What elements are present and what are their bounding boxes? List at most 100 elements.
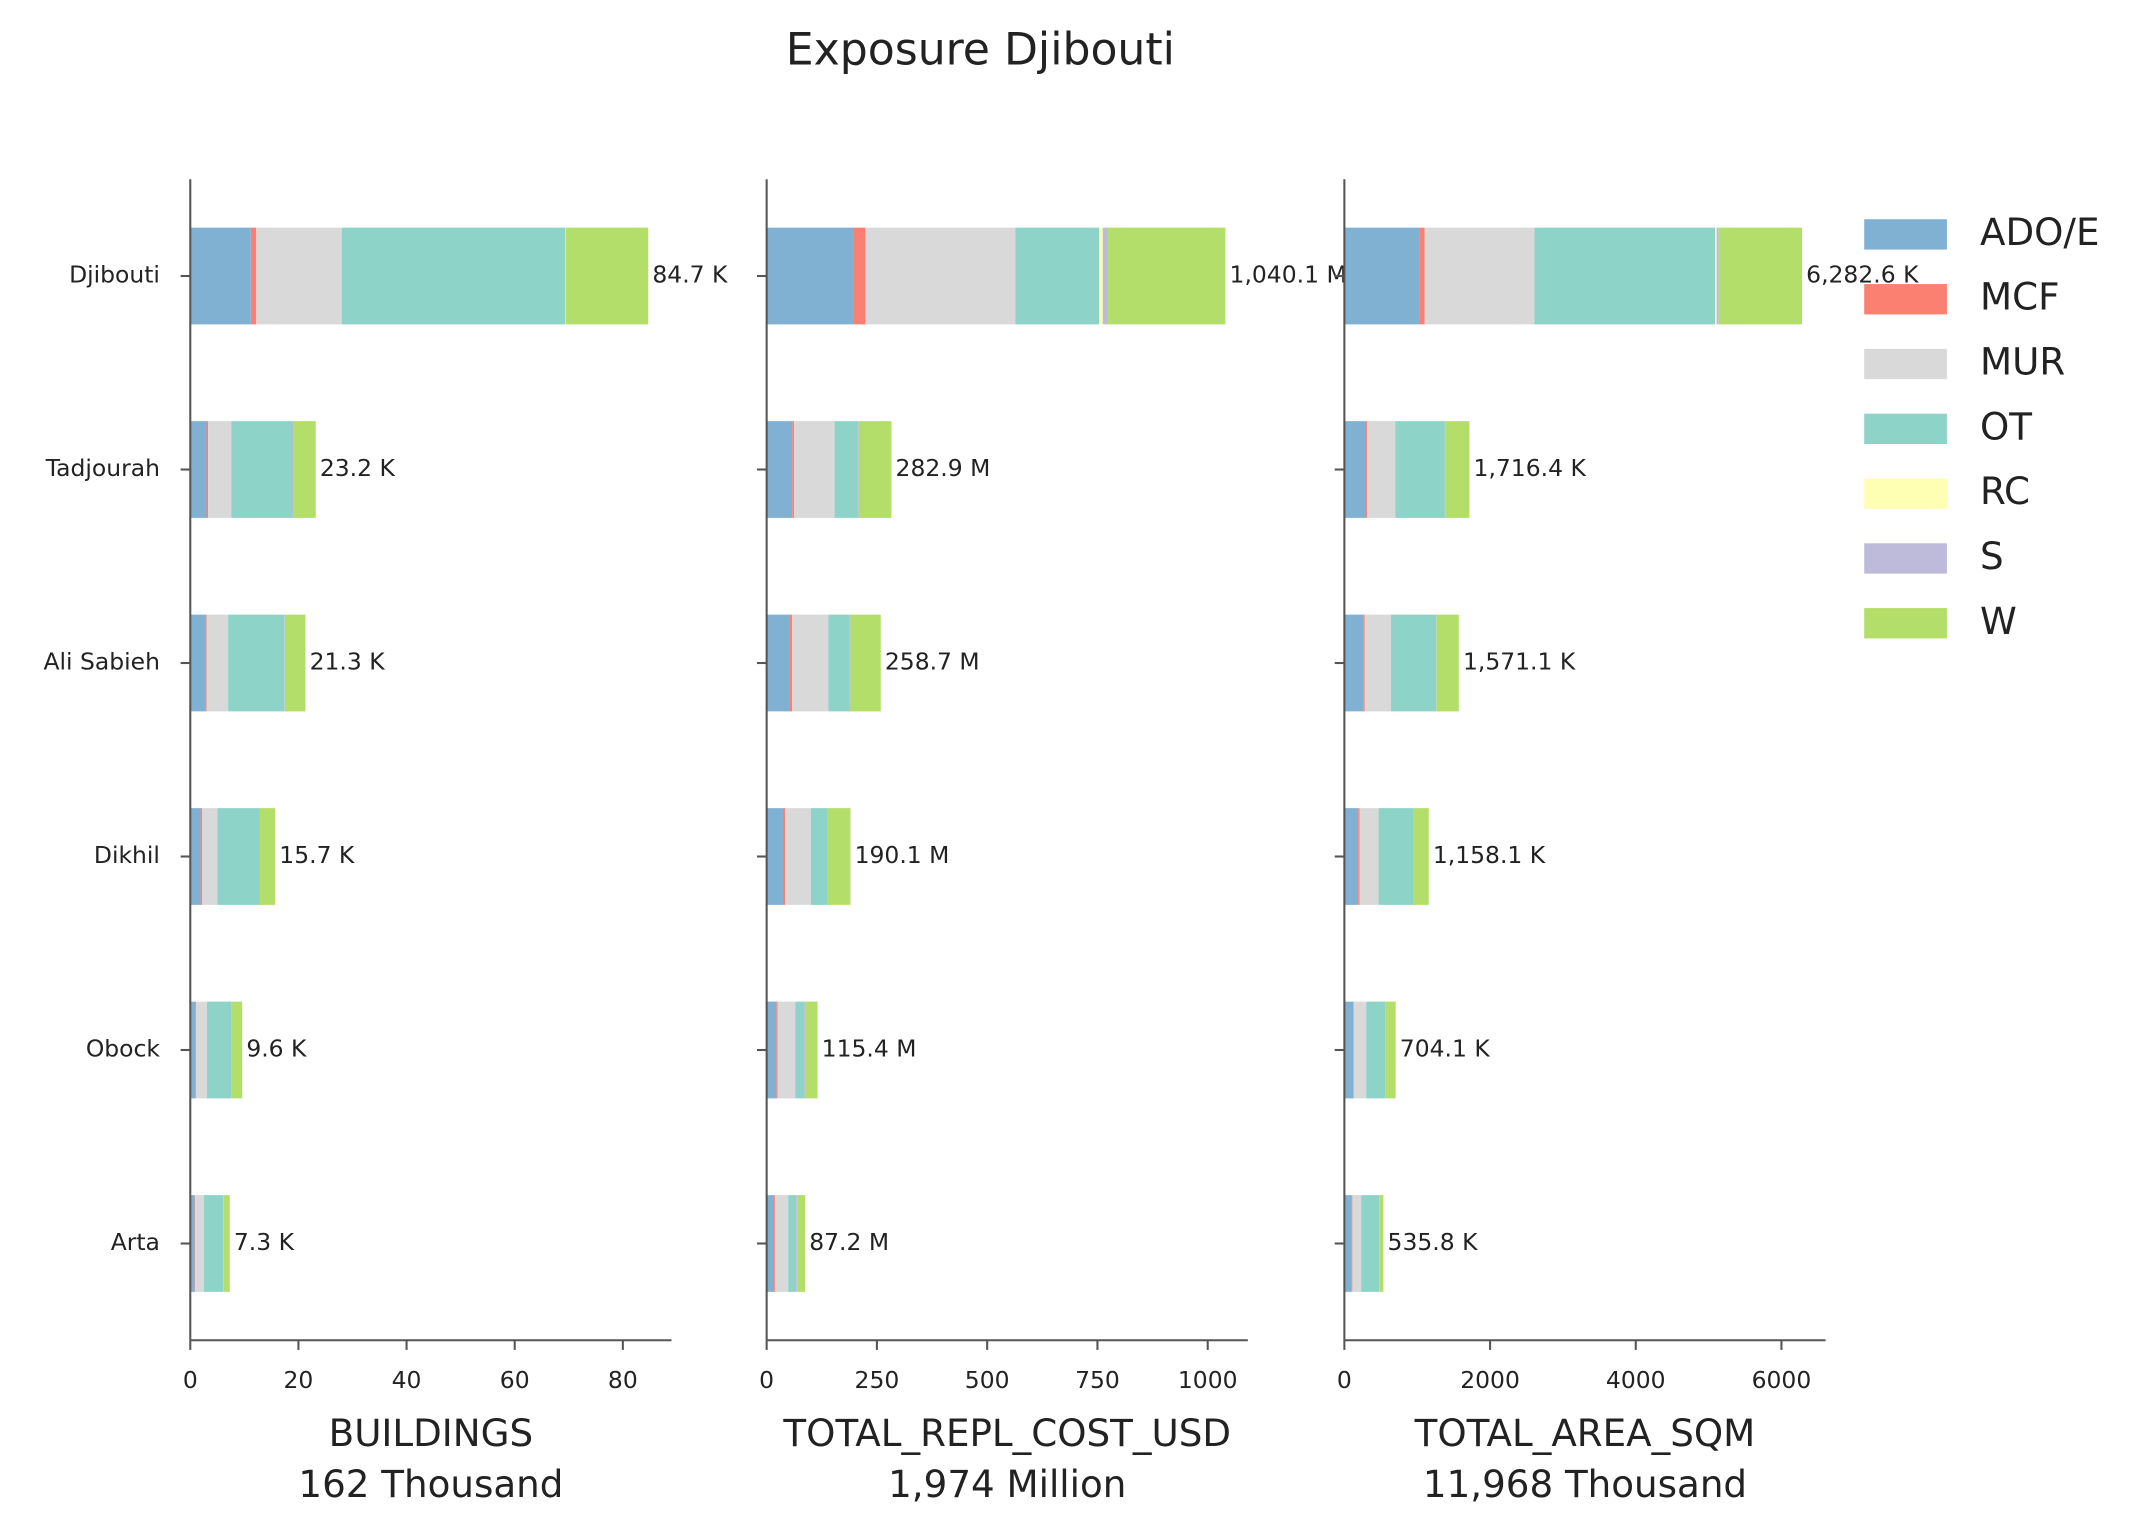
bar-segment [1344, 421, 1366, 518]
value-label: 84.7 K [652, 261, 728, 289]
bar-segment [810, 808, 828, 905]
bar-segment [1716, 227, 1719, 325]
bar-segment [190, 421, 207, 518]
bar-segment [231, 1001, 243, 1099]
bar-segment [217, 808, 260, 905]
value-label: 1,040.1 M [1230, 261, 1347, 289]
legend-swatch [1864, 284, 1947, 315]
bar-segment [1445, 421, 1470, 518]
bar-segment [200, 808, 203, 905]
bar-segment [1413, 808, 1429, 905]
bar-segment [190, 1195, 195, 1292]
bar-segment [766, 1001, 777, 1099]
bar-segment [793, 421, 835, 518]
y-tick-label: Tadjourah [45, 454, 160, 482]
bar-segment [1353, 1001, 1354, 1099]
value-label: 258.7 M [885, 648, 980, 676]
bar-segment [849, 614, 851, 712]
bar-segment [223, 1195, 230, 1292]
y-tick-label: Obock [86, 1035, 161, 1063]
legend-swatch [1864, 413, 1947, 445]
legend-swatch [1864, 478, 1947, 509]
bar-segment [1015, 227, 1100, 325]
value-label: 9.6 K [246, 1035, 307, 1063]
bar-segment [782, 808, 786, 905]
value-label: 704.1 K [1400, 1035, 1491, 1063]
bar-segment [792, 614, 829, 712]
bar-segment [1424, 227, 1535, 325]
bar-segment [775, 1195, 789, 1292]
bar-segment [785, 808, 811, 905]
bar-segment [203, 1195, 224, 1292]
bar-segment [292, 421, 294, 518]
x-axis-sublabel: 11,968 Thousand [1423, 1462, 1747, 1506]
y-tick-label: Djibouti [69, 261, 160, 289]
bar-segment [284, 614, 285, 712]
x-tick-label: 0 [759, 1366, 774, 1394]
bar-segment [766, 808, 783, 905]
bar-segment [1361, 1195, 1380, 1292]
legend-label: RC [1980, 469, 2030, 513]
bar-segment [564, 227, 566, 325]
bar-segment [857, 421, 859, 518]
value-label: 1,571.1 K [1463, 648, 1576, 676]
bar-segment [1718, 227, 1803, 325]
bar-segment [206, 421, 209, 518]
bar-segment [1351, 1195, 1353, 1292]
bar-segment [195, 1195, 204, 1292]
bar-segment [1344, 227, 1420, 325]
bar-segment [774, 1195, 776, 1292]
value-label: 1,158.1 K [1433, 841, 1546, 869]
x-tick-label: 250 [855, 1366, 900, 1394]
bar-segment [766, 421, 793, 518]
bar-segment [777, 1001, 796, 1099]
bar-segment [789, 614, 793, 712]
x-tick-label: 750 [1075, 1366, 1120, 1394]
bar-segment [1534, 227, 1716, 325]
bar-segment [1364, 614, 1391, 712]
bar-segment [190, 614, 206, 712]
bar-segment [293, 421, 316, 518]
bar-segment [205, 614, 207, 712]
bar-segment [1366, 1001, 1386, 1099]
y-tick-label: Ali Sabieh [44, 648, 160, 676]
bar-segment [805, 1001, 818, 1099]
legend-label: ADO/E [1980, 210, 2099, 254]
x-tick-label: 2000 [1460, 1366, 1520, 1394]
bar-segment [259, 808, 276, 905]
legend-swatch [1864, 348, 1947, 380]
bar-segment [565, 227, 567, 325]
bar-segment [804, 1001, 806, 1099]
bar-segment [834, 421, 858, 518]
bar-segment [1366, 421, 1396, 518]
legend-label: MUR [1980, 340, 2065, 384]
value-label: 23.2 K [320, 454, 396, 482]
bar-segment [190, 1001, 196, 1099]
legend-swatch [1864, 219, 1947, 250]
bar-segment [1715, 227, 1717, 325]
bar-segment [1353, 1001, 1367, 1099]
bar-segment [256, 227, 342, 325]
value-label: 87.2 M [809, 1228, 889, 1256]
bar-segment [1395, 421, 1445, 518]
legend-swatch [1864, 543, 1947, 574]
bar-segment [865, 227, 1016, 325]
bar-segment [1344, 1001, 1354, 1099]
value-label: 115.4 M [822, 1035, 917, 1063]
bar-segment [776, 1001, 778, 1099]
x-tick-label: 40 [392, 1366, 422, 1394]
bar-segment [766, 227, 854, 325]
bar-segment [1363, 614, 1365, 712]
x-tick-label: 20 [284, 1366, 314, 1394]
x-tick-label: 6000 [1752, 1366, 1812, 1394]
bar-segment [1385, 1001, 1396, 1099]
y-tick-label: Dikhil [94, 841, 160, 869]
bar-segment [231, 1001, 232, 1099]
bar-segment [1379, 1195, 1384, 1292]
x-axis-sublabel: 1,974 Million [888, 1462, 1126, 1506]
legend-label: MCF [1980, 275, 2060, 319]
bar-segment [1099, 227, 1103, 325]
bar-segment [202, 808, 218, 905]
bar-segment [196, 1001, 208, 1099]
value-label: 282.9 M [896, 454, 991, 482]
